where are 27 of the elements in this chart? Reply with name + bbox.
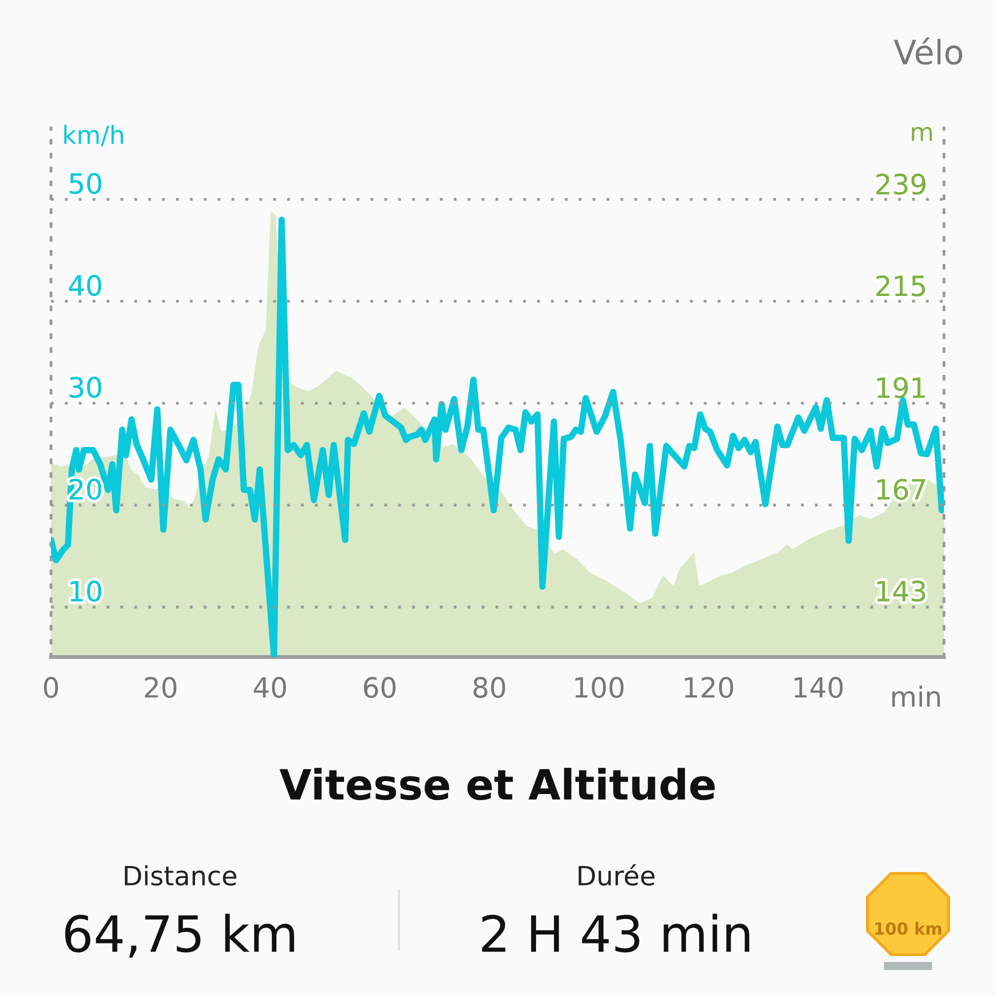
- x-tick-label: 100: [575, 676, 624, 698]
- text: 2 H 43 min: [482, 914, 750, 953]
- y-tick-label: 50: [70, 172, 102, 194]
- y2-tick-label: 167: [877, 478, 925, 500]
- y2-axis-title: m: [912, 126, 932, 141]
- y-axis-title: km/h: [64, 124, 123, 146]
- x-tick-label: 0: [44, 676, 58, 698]
- y2-tick-label: 143: [877, 580, 926, 602]
- text: Vélo: [894, 38, 962, 65]
- text: 64,75 km: [65, 914, 294, 958]
- text: 100 km: [875, 922, 942, 935]
- y-tick-label: 40: [69, 274, 102, 296]
- text: Vitesse et Altitude: [279, 768, 715, 800]
- y-tick-label: 30: [70, 376, 102, 398]
- y2-tick-label: 215: [876, 275, 925, 296]
- x-tick-label: 40: [254, 676, 286, 698]
- x-tick-label: 80: [473, 676, 506, 698]
- y2-tick-label: 239: [876, 174, 926, 195]
- x-tick-label: 140: [794, 676, 843, 698]
- x-tick-label: 120: [684, 676, 734, 698]
- x-axis-title: min: [892, 686, 940, 707]
- y-tick-label: 10: [70, 580, 102, 602]
- y2-tick-label: 191: [877, 377, 925, 398]
- text: Distance: [124, 865, 236, 886]
- x-tick-label: 20: [144, 676, 176, 698]
- x-tick-label: 60: [364, 676, 396, 698]
- text: Durée: [578, 864, 654, 886]
